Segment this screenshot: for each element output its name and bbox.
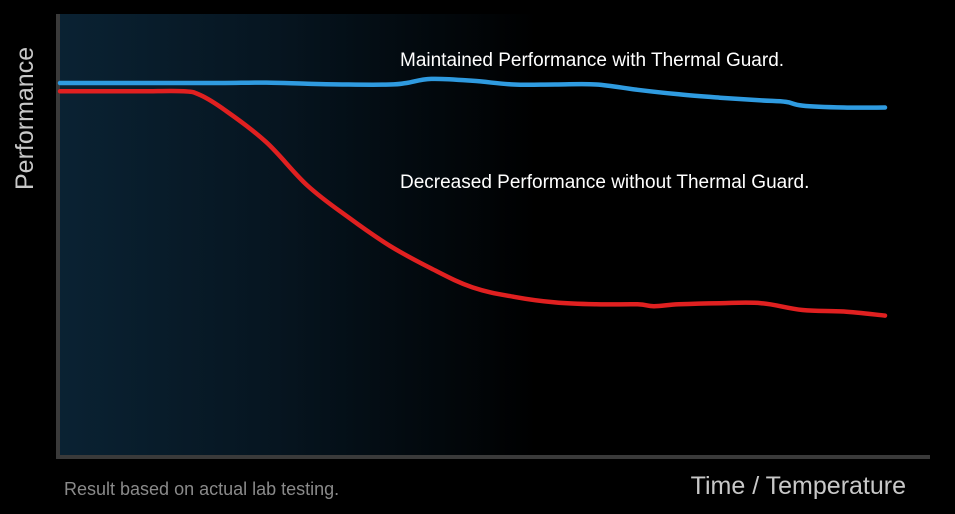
y-axis-label: Performance (11, 47, 39, 190)
series-layer (57, 76, 888, 318)
series-label-without-guard: Decreased Performance without Thermal Gu… (400, 172, 809, 193)
plot-area (58, 14, 930, 456)
x-axis-label: Time / Temperature (691, 472, 906, 500)
series-label-with-guard: Maintained Performance with Thermal Guar… (400, 50, 784, 71)
series-line-with-guard (57, 76, 888, 110)
footnote: Result based on actual lab testing. (64, 479, 339, 499)
series-line-without-guard (57, 88, 888, 318)
